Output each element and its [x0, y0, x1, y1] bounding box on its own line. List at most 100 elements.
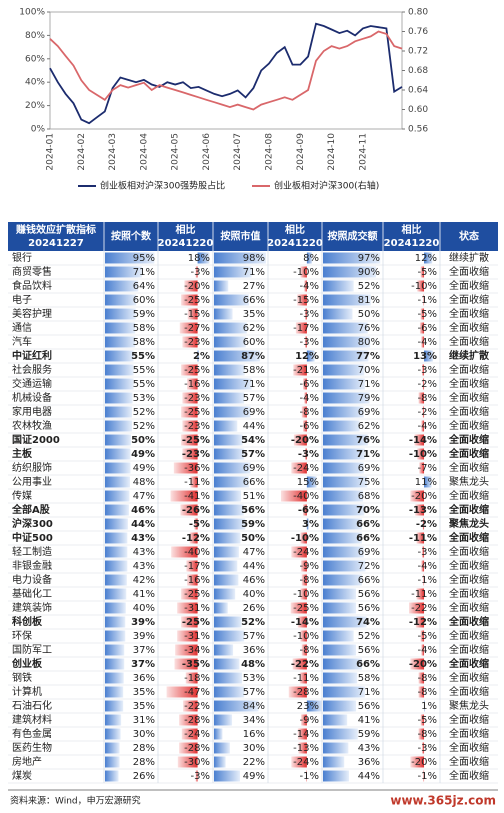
plot-frame [49, 11, 403, 130]
change-bar [422, 378, 425, 390]
cell-value: 53% [133, 393, 155, 404]
cell-value: 43% [131, 533, 155, 544]
header-label: 20241220 [158, 238, 214, 249]
cell-value: -41% [184, 491, 210, 502]
change-bar [195, 770, 198, 782]
cell-value: 71% [243, 379, 265, 390]
status: 全面收缩 [448, 503, 489, 516]
cell-value: 98% [243, 253, 265, 264]
cell-value: 69% [243, 407, 265, 418]
value-bar [214, 588, 236, 600]
cell-value: -8% [418, 673, 437, 684]
status: 全面收缩 [449, 545, 489, 558]
cell-value: -16% [184, 575, 210, 586]
cell-value: -3% [418, 365, 437, 376]
cell-value: 41% [358, 715, 380, 726]
change-bar [182, 420, 198, 432]
cell-value: 56% [358, 589, 380, 600]
change-bar [302, 378, 307, 390]
cell-value: 66% [356, 533, 380, 544]
value-bar [214, 756, 226, 768]
y2-tick-label: 0.64 [408, 86, 428, 96]
value-bar [323, 308, 353, 320]
change-bar [297, 616, 307, 628]
cell-value: 71% [133, 267, 155, 278]
value-bar [105, 406, 133, 418]
cell-value: -1% [418, 575, 437, 586]
status: 继续扩散 [449, 349, 490, 362]
value-bar [105, 378, 134, 390]
row-label: 轻工制造 [12, 545, 52, 558]
value-bar [214, 322, 247, 334]
cell-value: -8% [300, 645, 319, 656]
status: 全面收缩 [449, 685, 489, 698]
cell-value: 60% [243, 337, 265, 348]
cell-value: 52% [358, 281, 380, 292]
cell-value: 58% [243, 365, 265, 376]
cell-value: -18% [184, 673, 210, 684]
cell-value: -23% [184, 421, 210, 432]
change-bar [420, 630, 425, 642]
row-label: 基础化工 [12, 587, 52, 600]
value-bar [323, 392, 370, 404]
value-bar [105, 560, 128, 572]
cell-value: -4% [418, 421, 437, 432]
cell-value: -20% [184, 281, 210, 292]
cell-value: -28% [293, 687, 319, 698]
change-bar [300, 532, 307, 544]
cell-value: 28% [133, 743, 155, 754]
x-tick-label: 2024-09 [296, 133, 306, 171]
value-bar [323, 280, 354, 292]
change-bar [181, 294, 198, 306]
value-bar [105, 532, 128, 544]
value-bar [323, 770, 349, 782]
cell-value: 71% [356, 449, 380, 460]
cell-value: 15% [297, 477, 319, 488]
cell-value: 18% [188, 253, 210, 264]
row-label: 机械设备 [12, 391, 52, 404]
cell-value: 22% [243, 757, 265, 768]
cell-value: -5% [418, 715, 437, 726]
cell-value: 59% [241, 519, 265, 530]
cell-value: 59% [358, 729, 380, 740]
cell-value: 39% [131, 617, 155, 628]
change-bar [301, 644, 307, 656]
value-bar [105, 588, 127, 600]
status: 全面收缩 [449, 461, 489, 474]
value-bar [105, 448, 131, 460]
change-bar [418, 728, 425, 740]
cell-value: 50% [241, 533, 265, 544]
cell-value: 49% [243, 771, 265, 782]
cell-value: 1% [421, 701, 437, 712]
cell-value: -8% [418, 729, 437, 740]
cell-value: 48% [133, 477, 155, 488]
value-bar [214, 728, 223, 740]
x-tick-label: 2024-04 [139, 133, 149, 171]
value-bar [214, 658, 240, 670]
header-label: 相比 [176, 223, 196, 236]
change-bar [301, 574, 307, 586]
cell-value: -22% [184, 701, 210, 712]
table: 赚钱效应扩散指标 20241227 按照个数 相比 20241220 按照市值 相比 2024… [8, 222, 498, 784]
cell-value: -8% [300, 407, 319, 418]
status: 全面收缩 [449, 279, 489, 292]
change-bar [306, 700, 322, 712]
y2-tick-label: 0.72 [408, 47, 428, 57]
cell-value: 12% [295, 351, 319, 362]
value-bar [214, 336, 246, 348]
cell-value: 35% [243, 309, 265, 320]
value-bar [214, 742, 230, 754]
cell-value: 49% [133, 463, 155, 474]
status: 全面收缩 [449, 769, 489, 782]
change-bar [182, 392, 198, 404]
change-bar [293, 364, 307, 376]
value-bar [105, 490, 130, 502]
value-bar [214, 434, 243, 446]
status: 全面收缩 [448, 531, 489, 544]
cell-value: -23% [184, 393, 210, 404]
value-bar [105, 672, 124, 684]
value-bar [105, 602, 126, 614]
change-bar [304, 280, 307, 292]
change-bar [416, 588, 425, 600]
cell-value: 3% [302, 519, 319, 530]
